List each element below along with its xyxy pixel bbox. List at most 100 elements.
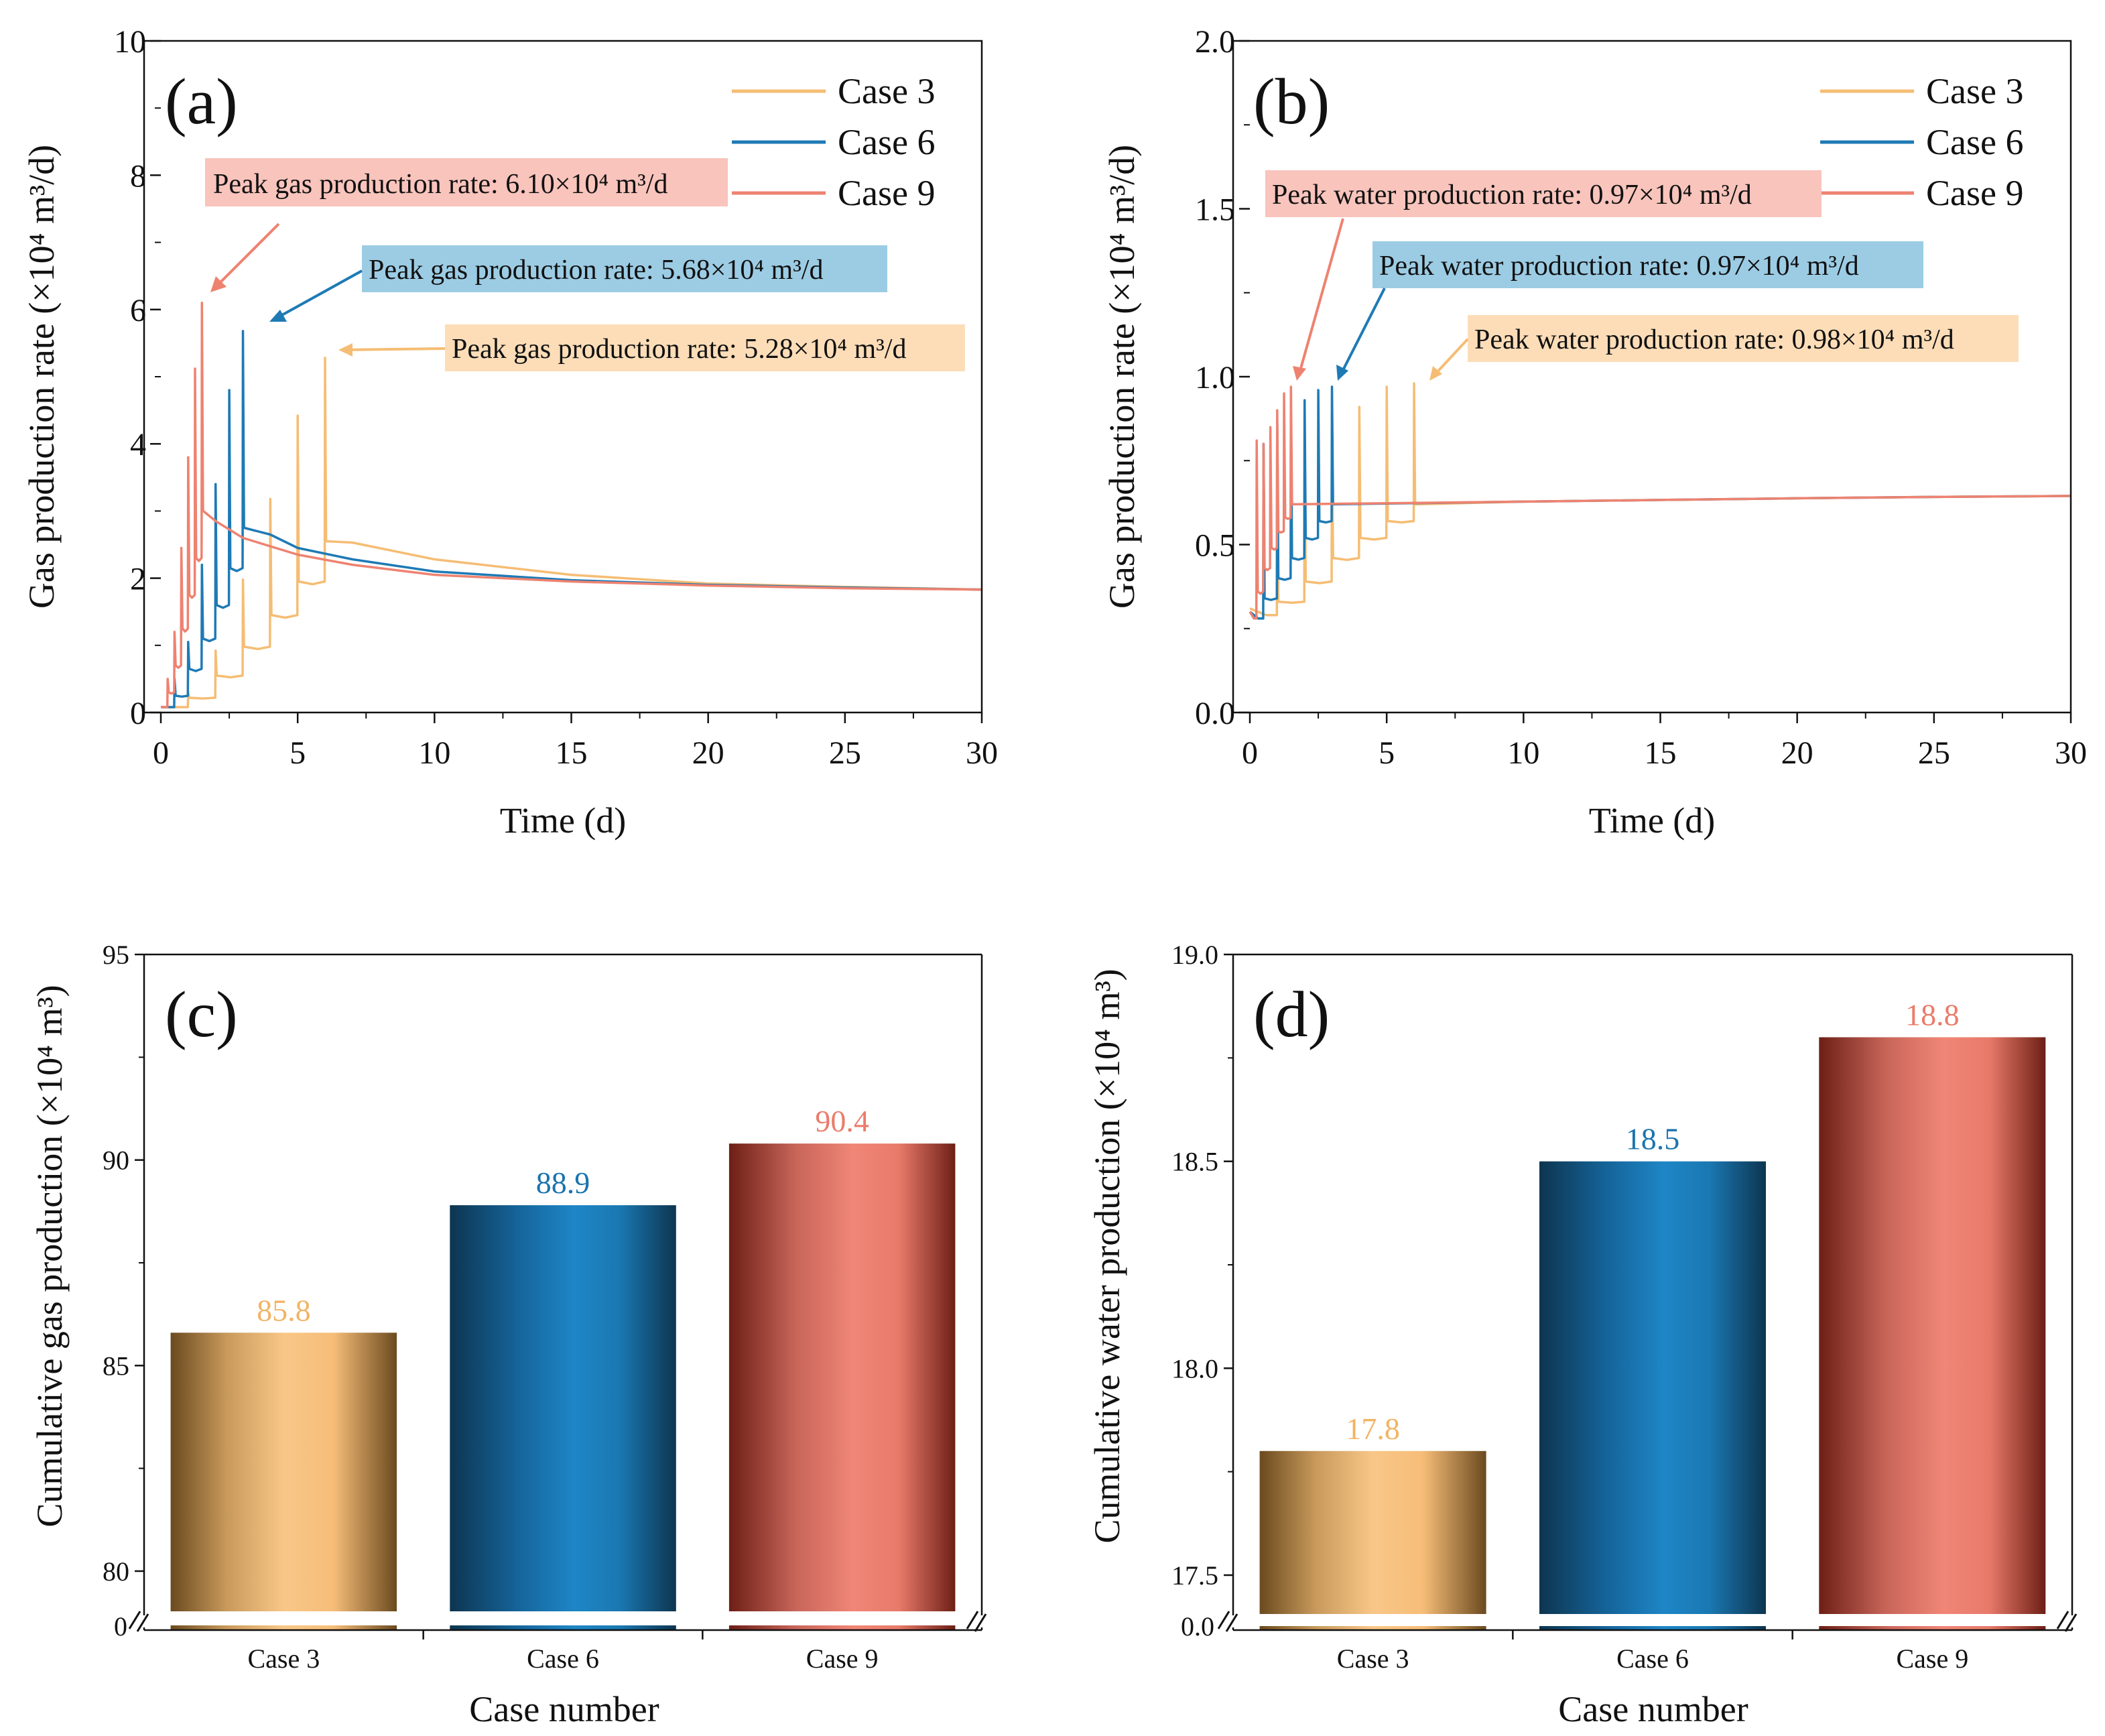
y-tick-label: 80 bbox=[103, 1556, 129, 1587]
y-axis-ticks-a: 0 2 4 6 8 10 bbox=[114, 24, 161, 731]
annotation-bg-case6-b bbox=[1373, 241, 1923, 288]
bar-case-9 bbox=[1819, 1037, 2046, 1614]
x-tick-label: 30 bbox=[966, 735, 998, 771]
x-tick-label: 0 bbox=[153, 735, 169, 771]
y-axis-ticks-b: 0.0 0.5 1.0 1.5 2.0 bbox=[1195, 24, 1250, 731]
axis-break-mark bbox=[966, 1611, 995, 1632]
bar-case-6 bbox=[450, 1205, 676, 1611]
annotation-case9-a: Peak gas production rate: 6.10×10⁴ m³/d bbox=[213, 169, 667, 200]
y-tick-label: 2.0 bbox=[1195, 24, 1235, 60]
cumulative-gas-chart: (c) 85.8 Case 3 88.9 Case 6 90.4 Case 9 80 85 9… bbox=[29, 940, 995, 1729]
y-axis-ticks-d: 17.5 18.0 18.5 19.0 bbox=[1171, 940, 1233, 1591]
category-label: Case 6 bbox=[1616, 1644, 1689, 1674]
annotation-arrow-case6-a bbox=[274, 269, 363, 320]
axis-break-slash bbox=[1225, 1613, 1238, 1632]
x-axis-label-d: Case number bbox=[1558, 1689, 1748, 1729]
y-tick-label: 10 bbox=[114, 24, 146, 60]
panel-label-b: (b) bbox=[1253, 66, 1330, 138]
axis-break-slash bbox=[2064, 1613, 2078, 1632]
y-tick-label: 0.5 bbox=[1195, 528, 1235, 564]
x-tick-label: 5 bbox=[290, 735, 306, 771]
y-tick-label: 85 bbox=[103, 1351, 129, 1381]
legend-label-case3: Case 3 bbox=[838, 71, 935, 111]
legend-label-case9: Case 9 bbox=[838, 173, 935, 213]
bar-case-3 bbox=[170, 1332, 397, 1611]
arrowhead-case9-b bbox=[1293, 366, 1306, 381]
x-axis-label-a: Time (d) bbox=[500, 800, 627, 841]
arrowhead-case3-a bbox=[338, 343, 353, 357]
series-line-case-9 bbox=[1249, 385, 2071, 620]
plot-frame-c bbox=[128, 953, 995, 1632]
x-tick-label: 25 bbox=[1918, 735, 1950, 771]
arrowhead-case9-a bbox=[210, 276, 227, 292]
legend-label-case6: Case 6 bbox=[838, 122, 935, 162]
annotations-a: Peak gas production rate: 6.10×10⁴ m³/d … bbox=[205, 158, 965, 371]
x-tick-label: 10 bbox=[1507, 735, 1539, 771]
legend-a: Case 3 Case 6 Case 9 bbox=[732, 71, 935, 213]
panel-label-c: (c) bbox=[165, 979, 238, 1051]
annotation-case6-a: Peak gas production rate: 5.68×10⁴ m³/d bbox=[369, 255, 823, 286]
annotation-bg-case3-b bbox=[1468, 315, 2019, 362]
water-rate-chart: (b) 0 5 10 15 20 25 30 0.0 0.5 1.0 1.5 2.0 Time (d… bbox=[1102, 24, 2087, 841]
y-tick-label: 1.5 bbox=[1195, 192, 1235, 228]
annotation-bg-case3-a bbox=[445, 324, 965, 371]
y-tick-label: 18.0 bbox=[1171, 1353, 1218, 1383]
y-axis-label-b: Gas production rate (×10⁴ m³/d) bbox=[1102, 145, 1142, 609]
y-axis-label-a: Gas production rate (×10⁴ m³/d) bbox=[21, 145, 62, 609]
panel-label-d: (d) bbox=[1253, 979, 1330, 1051]
y-tick-label: 0 bbox=[130, 696, 146, 731]
annotation-arrow-case3-b bbox=[1431, 338, 1469, 378]
gas-rate-chart: (a) 0 5 10 15 20 25 30 0 2 4 6 8 10 Time (d) Gas pr… bbox=[21, 24, 998, 841]
water-rate-series bbox=[1249, 382, 2071, 620]
axis-break-slash bbox=[128, 1611, 141, 1629]
y-tick-label: 2 bbox=[130, 562, 146, 597]
legend-b: Case 3 Case 6 Case 9 bbox=[1820, 71, 2023, 213]
plot-frame-b bbox=[1232, 40, 2072, 714]
bar-stub-case-3 bbox=[1259, 1626, 1486, 1630]
category-label: Case 3 bbox=[1337, 1644, 1409, 1674]
x-tick-label: 15 bbox=[556, 735, 588, 771]
annotation-arrow-case6-b bbox=[1339, 288, 1386, 376]
legend-label-case3-b: Case 3 bbox=[1926, 71, 2023, 111]
annotation-case3-b: Peak water production rate: 0.98×10⁴ m³/… bbox=[1474, 324, 1954, 355]
bar-case-6 bbox=[1539, 1161, 1766, 1614]
axis-break-slash bbox=[1217, 1611, 1230, 1629]
y-tick-label: 1.0 bbox=[1195, 360, 1235, 395]
y-axis-label-d: Cumulative water production (×10⁴ m³) bbox=[1087, 969, 1127, 1543]
y-tick-label: 8 bbox=[130, 158, 146, 194]
y-tick-label: 17.5 bbox=[1171, 1560, 1218, 1591]
bar-stub-case-6 bbox=[1539, 1626, 1766, 1630]
y-tick-label: 19.0 bbox=[1171, 940, 1218, 970]
axis-break-slash bbox=[966, 1611, 979, 1629]
y-tick-label: 0.0 bbox=[1195, 696, 1235, 731]
axis-break-slash bbox=[136, 1613, 149, 1632]
bar-stub-case-3 bbox=[170, 1625, 397, 1629]
x-tick-label: 10 bbox=[418, 735, 450, 771]
gas-rate-series bbox=[161, 302, 982, 708]
bar-value-label: 90.4 bbox=[815, 1104, 869, 1138]
plot-frame-a bbox=[143, 40, 983, 714]
panel-label-a: (a) bbox=[165, 66, 238, 138]
category-label: Case 9 bbox=[806, 1644, 879, 1674]
category-label: Case 6 bbox=[527, 1644, 599, 1674]
arrowhead-case6-b bbox=[1336, 365, 1348, 381]
series-line-case-6 bbox=[161, 330, 982, 708]
y-axis-label-c: Cumulative gas production (×10⁴ m³) bbox=[29, 985, 70, 1527]
annotation-case9-b: Peak water production rate: 0.97×10⁴ m³/… bbox=[1272, 180, 1752, 210]
annotation-bg-case9-b bbox=[1265, 170, 1822, 217]
bar-value-label: 88.9 bbox=[536, 1166, 590, 1200]
bar-stub-case-9 bbox=[728, 1625, 956, 1629]
y-tick-label: 90 bbox=[103, 1145, 129, 1176]
bar-value-label: 18.5 bbox=[1626, 1122, 1680, 1156]
category-label: Case 3 bbox=[247, 1644, 320, 1674]
x-axis-label-b: Time (d) bbox=[1589, 800, 1716, 841]
bar-case-9 bbox=[728, 1143, 956, 1611]
x-axis-ticks-b: 0 5 10 15 20 25 30 bbox=[1242, 712, 2087, 771]
annotation-bg-case6-a bbox=[362, 245, 887, 292]
x-tick-label: 25 bbox=[829, 735, 861, 771]
arrowhead-case6-a bbox=[269, 310, 287, 322]
x-axis-label-c: Case number bbox=[469, 1689, 659, 1729]
y-tick-label: 18.5 bbox=[1171, 1147, 1218, 1177]
